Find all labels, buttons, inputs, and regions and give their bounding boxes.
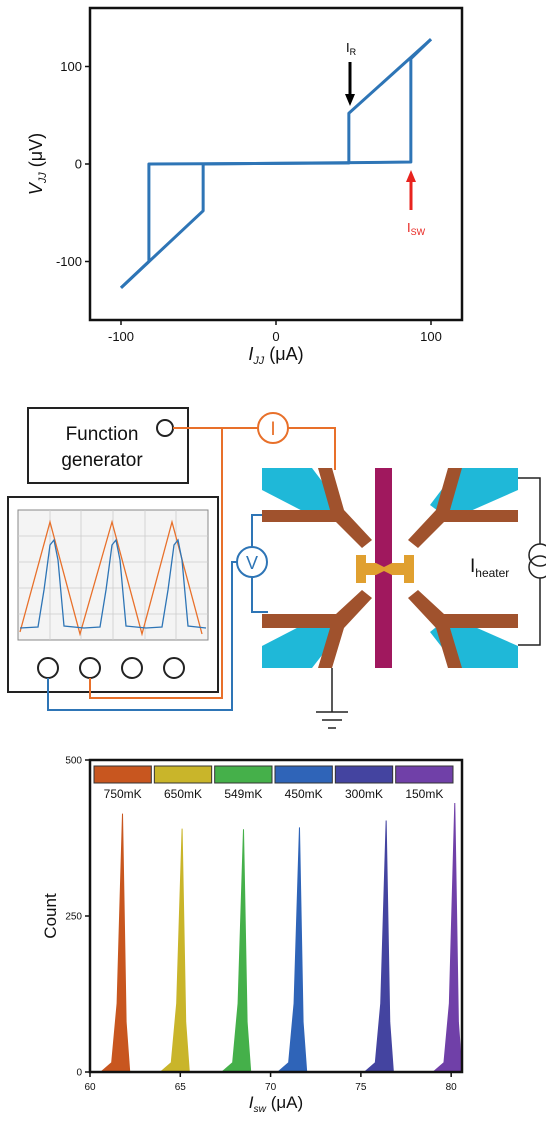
heater-label: Iheater (470, 556, 509, 580)
legend-label: 300mK (345, 787, 383, 801)
legend-label: 150mK (405, 787, 443, 801)
scope-port (164, 658, 184, 678)
x-tick-label: 0 (272, 329, 279, 344)
legend-label: 750mK (104, 787, 142, 801)
axis-label-unit: (μA) (269, 344, 303, 364)
scope-port (38, 658, 58, 678)
y-tick-label: 500 (65, 756, 82, 767)
x-tick-label: 75 (355, 1082, 367, 1093)
axis-label: IJJ (μA) (248, 344, 303, 367)
histogram-area (101, 814, 130, 1072)
legend-swatch (94, 766, 151, 783)
x-tick-label: -100 (108, 329, 134, 344)
label: V (246, 553, 258, 573)
axis-label: Count (41, 893, 60, 939)
histogram-area (364, 821, 393, 1072)
y-tick-label: 100 (60, 59, 82, 74)
annotation-sub: SW (411, 227, 426, 237)
y-tick-label: -100 (56, 254, 82, 269)
figure: Function generator I V (0, 0, 546, 1119)
axis-label-unit: (μV) (26, 133, 46, 167)
current-source (529, 556, 546, 578)
axis-label-sub: JJ (37, 172, 49, 184)
label: generator (61, 450, 143, 471)
axis-label: VJJ (μV) (26, 133, 49, 195)
axis-label-sub: sw (254, 1104, 267, 1115)
label: I (270, 419, 275, 440)
x-tick-label: 80 (446, 1082, 458, 1093)
histogram-area (433, 803, 462, 1072)
plot-frame (90, 760, 462, 1072)
x-tick-label: 70 (265, 1082, 277, 1093)
legend-swatch (154, 766, 211, 783)
legend-label: 450mK (285, 787, 323, 801)
axis-label: Isw (μA) (249, 1093, 303, 1115)
output-port (157, 420, 173, 436)
y-tick-label: 0 (76, 1068, 82, 1079)
legend-swatch (275, 766, 332, 783)
x-tick-label: 60 (84, 1082, 96, 1093)
ground (316, 668, 348, 728)
scope-port (122, 658, 142, 678)
x-tick-label: 100 (420, 329, 442, 344)
annotation: ISW (407, 220, 426, 237)
wire (518, 478, 540, 645)
legend-label: 650mK (164, 787, 202, 801)
y-tick-label: 250 (65, 912, 82, 923)
axis-label-unit: (μA) (271, 1093, 303, 1112)
annotation: IR (346, 40, 357, 57)
legend-swatch (335, 766, 392, 783)
label: heater (475, 566, 509, 580)
y-tick-label: 0 (75, 157, 82, 172)
axis-label-sub: JJ (252, 355, 264, 367)
arrow-head (406, 170, 416, 182)
current-source (529, 544, 546, 566)
x-tick-label: 65 (175, 1082, 187, 1093)
scope-port (80, 658, 100, 678)
circuit-diagram: Function generator I V (8, 408, 546, 728)
legend-swatch (215, 766, 272, 783)
histogram-area (278, 827, 307, 1072)
legend-swatch (396, 766, 453, 783)
histogram-area (222, 829, 251, 1072)
axis-label-main: Count (41, 893, 60, 939)
label: Function (66, 424, 139, 445)
annotation-sub: R (350, 47, 357, 57)
arrow-head (345, 94, 355, 106)
legend-label: 549mK (224, 787, 262, 801)
histogram-area (160, 829, 189, 1072)
